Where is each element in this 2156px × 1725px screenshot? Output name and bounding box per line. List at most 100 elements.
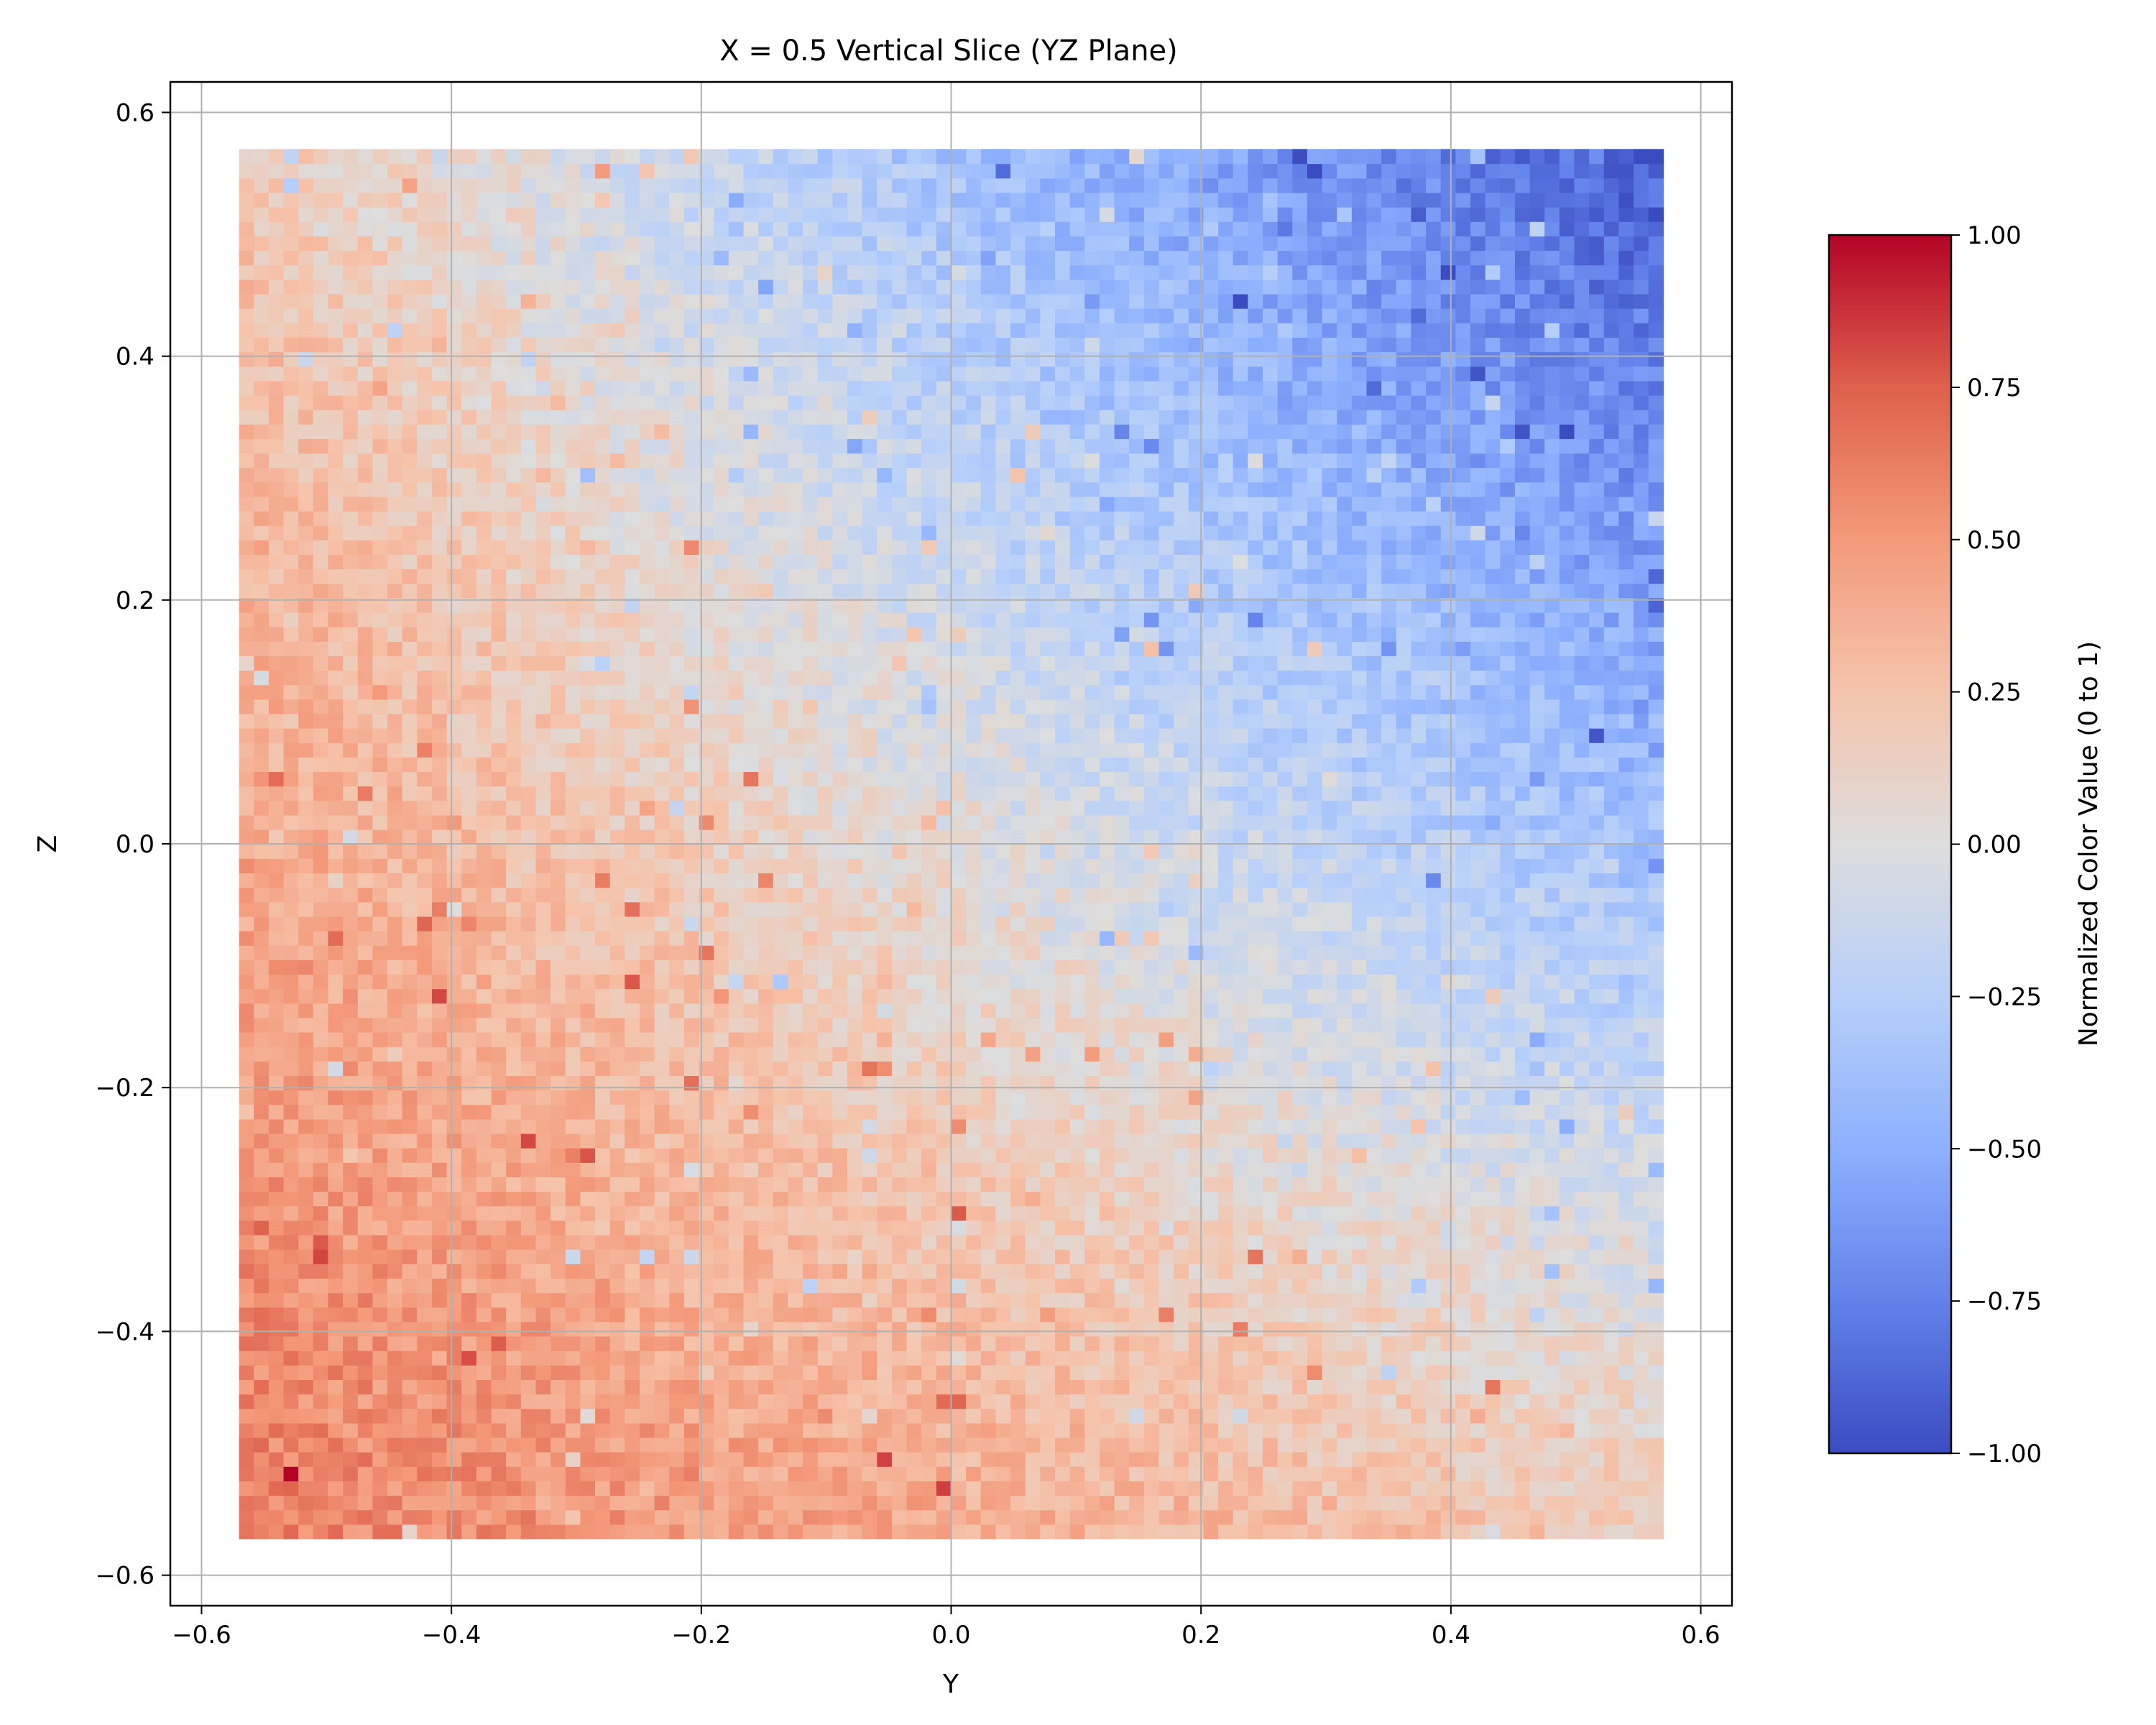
heatmap-cell bbox=[387, 540, 403, 555]
heatmap-cell bbox=[728, 699, 745, 714]
heatmap-cell bbox=[862, 395, 878, 410]
heatmap-cell bbox=[239, 322, 255, 338]
heatmap-cell bbox=[625, 1394, 640, 1409]
heatmap-cell bbox=[921, 569, 937, 584]
heatmap-cell bbox=[431, 322, 448, 338]
heatmap-cell bbox=[298, 930, 314, 946]
heatmap-cell bbox=[639, 438, 655, 454]
heatmap-cell bbox=[683, 1495, 700, 1511]
heatmap-cell bbox=[313, 1365, 329, 1380]
heatmap-cell bbox=[877, 351, 893, 367]
heatmap-cell bbox=[639, 1177, 655, 1192]
heatmap-cell bbox=[550, 206, 566, 222]
heatmap-cell bbox=[520, 1191, 537, 1207]
heatmap-cell bbox=[758, 149, 774, 165]
heatmap-cell bbox=[550, 1394, 566, 1409]
heatmap-cell bbox=[283, 351, 299, 367]
heatmap-cell bbox=[491, 554, 507, 570]
heatmap-cell bbox=[461, 786, 477, 801]
heatmap-cell bbox=[625, 1264, 640, 1279]
heatmap-cell bbox=[714, 178, 729, 193]
heatmap-cell bbox=[446, 1264, 463, 1279]
heatmap-cell bbox=[357, 366, 374, 382]
heatmap-cell bbox=[343, 1379, 359, 1395]
heatmap-cell bbox=[758, 1335, 774, 1351]
heatmap-cell bbox=[921, 641, 937, 656]
heatmap-cell bbox=[758, 525, 774, 540]
heatmap-cell bbox=[832, 944, 848, 960]
heatmap-cell bbox=[239, 1408, 255, 1424]
heatmap-cell bbox=[891, 540, 908, 555]
heatmap-cell bbox=[283, 1307, 299, 1322]
heatmap-cell bbox=[921, 322, 937, 338]
heatmap-cell bbox=[387, 236, 403, 252]
heatmap-cell bbox=[343, 1394, 359, 1409]
heatmap-cell bbox=[906, 1408, 923, 1424]
heatmap-cell bbox=[298, 308, 314, 323]
heatmap-cell bbox=[817, 944, 834, 960]
heatmap-cell bbox=[417, 597, 433, 613]
heatmap-cell bbox=[461, 1278, 477, 1294]
heatmap-cell bbox=[580, 236, 596, 252]
heatmap-cell bbox=[743, 1191, 759, 1207]
heatmap-cell bbox=[669, 250, 685, 266]
heatmap-cell bbox=[625, 163, 640, 179]
heatmap-cell bbox=[565, 1234, 581, 1250]
heatmap-cell bbox=[595, 1162, 611, 1178]
heatmap-cell bbox=[595, 727, 611, 743]
heatmap-cell bbox=[313, 656, 329, 671]
heatmap-cell bbox=[565, 930, 581, 946]
heatmap-cell bbox=[491, 1031, 507, 1047]
heatmap-cell bbox=[580, 1061, 596, 1077]
heatmap-cell bbox=[402, 944, 418, 960]
heatmap-cell bbox=[268, 1147, 285, 1163]
heatmap-cell bbox=[580, 1422, 596, 1438]
heatmap-cell bbox=[268, 322, 285, 338]
heatmap-cell bbox=[995, 1191, 1011, 1207]
heatmap-cell bbox=[817, 380, 834, 396]
heatmap-cell bbox=[683, 236, 700, 252]
heatmap-cell bbox=[669, 944, 685, 960]
heatmap-cell bbox=[906, 395, 923, 410]
heatmap-cell bbox=[832, 670, 848, 686]
heatmap-cell bbox=[936, 163, 952, 179]
heatmap-cell bbox=[639, 800, 655, 816]
heatmap-cell bbox=[520, 236, 537, 252]
heatmap-cell bbox=[980, 1220, 997, 1236]
heatmap-cell bbox=[520, 1394, 537, 1409]
heatmap-cell bbox=[625, 684, 640, 700]
heatmap-cell bbox=[832, 1321, 848, 1337]
heatmap-cell bbox=[743, 612, 759, 627]
heatmap-cell bbox=[699, 409, 714, 425]
heatmap-cell bbox=[654, 1437, 671, 1453]
heatmap-cell bbox=[239, 293, 255, 309]
heatmap-cell bbox=[609, 1133, 626, 1149]
heatmap-cell bbox=[891, 1031, 908, 1047]
heatmap-cell bbox=[446, 684, 463, 700]
heatmap-cell bbox=[847, 1248, 863, 1264]
heatmap-cell bbox=[313, 322, 329, 338]
heatmap-cell bbox=[461, 409, 477, 425]
heatmap-cell bbox=[506, 612, 522, 627]
heatmap-cell bbox=[343, 699, 359, 714]
heatmap-cell bbox=[298, 1075, 314, 1091]
heatmap-cell bbox=[343, 1422, 359, 1438]
heatmap-cell bbox=[966, 858, 982, 874]
heatmap-cell bbox=[446, 583, 463, 599]
heatmap-cell bbox=[313, 510, 329, 526]
heatmap-cell bbox=[239, 1090, 255, 1105]
heatmap-cell bbox=[906, 149, 923, 165]
heatmap-cell bbox=[906, 1177, 923, 1192]
heatmap-cell bbox=[699, 1350, 714, 1366]
heatmap-cell bbox=[609, 1365, 626, 1380]
heatmap-cell bbox=[625, 322, 640, 338]
heatmap-cell bbox=[491, 1379, 507, 1395]
heatmap-cell bbox=[491, 221, 507, 236]
heatmap-cell bbox=[580, 1104, 596, 1120]
heatmap-cell bbox=[847, 1147, 863, 1163]
heatmap-cell bbox=[550, 858, 566, 874]
heatmap-cell bbox=[254, 1177, 270, 1192]
heatmap-cell bbox=[936, 540, 952, 555]
heatmap-cell bbox=[980, 771, 997, 787]
heatmap-cell bbox=[980, 1046, 997, 1062]
